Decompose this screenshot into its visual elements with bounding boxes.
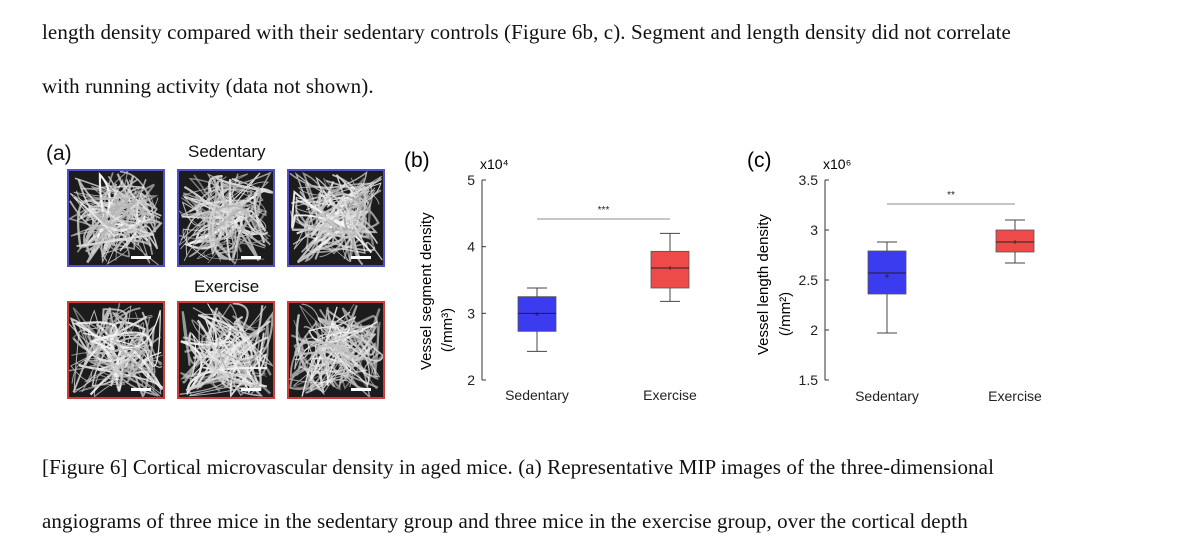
scale-bar xyxy=(131,388,151,391)
vessel-strand xyxy=(76,178,155,248)
significance-marker: *** xyxy=(598,205,610,216)
sedentary-title: Sedentary xyxy=(188,142,266,161)
vessel-strand xyxy=(72,321,153,350)
exercise-image-1 xyxy=(67,301,165,399)
scale-bar xyxy=(131,256,151,259)
vessel-texture xyxy=(179,303,273,397)
vessel-strand xyxy=(85,183,156,234)
vessel-strand xyxy=(196,186,262,250)
exercise-image-3 xyxy=(287,301,385,399)
vessel-texture xyxy=(69,303,163,397)
vessel-strand xyxy=(217,329,260,397)
vessel-strand xyxy=(225,206,269,261)
vessel-strand xyxy=(330,339,377,390)
y-tick-label: 5 xyxy=(467,172,475,188)
caption-line-2: angiograms of three mice in the sedentar… xyxy=(42,509,968,533)
scale-bar xyxy=(351,256,371,259)
vessel-strand xyxy=(89,198,161,252)
vessel-strand xyxy=(185,319,257,392)
exercise-title: Exercise xyxy=(194,277,260,296)
sedentary-image-1 xyxy=(67,169,165,267)
vessel-strand xyxy=(70,220,141,262)
y-tick-label: 2.5 xyxy=(799,272,819,288)
vessel-strand xyxy=(179,307,273,395)
paragraph-line-2: with running activity (data not shown). xyxy=(42,74,374,98)
scale-bar xyxy=(351,388,371,391)
vessel-strand xyxy=(294,340,350,368)
y-tick-label: 2 xyxy=(467,372,475,388)
x-category-label: Exercise xyxy=(643,387,697,403)
yunit-b: (/mm³) xyxy=(439,308,456,352)
panel-c-label: (c) xyxy=(747,149,772,172)
vessel-strand xyxy=(291,192,367,239)
sedentary-image-3 xyxy=(287,169,385,267)
panel-a-label: (a) xyxy=(46,142,72,165)
x-category-label: Sedentary xyxy=(855,388,919,404)
vessel-strand xyxy=(315,176,383,261)
vessel-strand xyxy=(117,325,156,392)
paragraph-line-1: length density compared with their seden… xyxy=(42,20,1011,44)
x-category-label: Exercise xyxy=(988,388,1042,404)
multiplier-b: x10⁴ xyxy=(480,156,509,172)
vessel-texture xyxy=(69,171,163,265)
vessel-strand xyxy=(204,186,245,264)
yunit-c: (/mm²) xyxy=(777,292,794,336)
vessel-strand xyxy=(208,174,273,244)
y-tick-label: 2 xyxy=(810,322,818,338)
exercise-image-2 xyxy=(177,301,275,399)
vessel-strand xyxy=(294,331,363,375)
ylabel-b: Vessel segment density xyxy=(418,212,435,370)
y-tick-label: 3 xyxy=(467,305,475,321)
sedentary-image-2 xyxy=(177,169,275,267)
vessel-strand xyxy=(82,321,156,374)
ylabel-c: Vessel length density xyxy=(755,214,772,355)
caption-line-1: [Figure 6] Cortical microvascular densit… xyxy=(42,455,994,479)
vessel-strand xyxy=(73,196,137,252)
y-tick-label: 4 xyxy=(467,239,475,255)
panel-b-label: (b) xyxy=(404,149,430,172)
segment-density-chart: (b) x10⁴ Vessel segment density (/mm³) 2… xyxy=(404,149,697,403)
scale-bar xyxy=(241,388,261,391)
y-tick-label: 1.5 xyxy=(799,372,819,388)
vessel-texture xyxy=(179,171,273,265)
vessel-strand xyxy=(202,337,252,394)
y-tick-label: 3.5 xyxy=(799,172,819,188)
significance-marker: ** xyxy=(947,190,955,201)
scale-bar xyxy=(241,256,261,259)
y-tick-label: 3 xyxy=(810,222,818,238)
vessel-texture xyxy=(289,171,383,265)
vessel-strand xyxy=(78,190,145,243)
vessel-strand xyxy=(188,180,232,260)
vessel-strand xyxy=(308,306,378,382)
vessel-strand xyxy=(188,303,240,396)
multiplier-c: x10⁶ xyxy=(823,156,851,172)
vessel-texture xyxy=(289,303,383,397)
vessel-strand xyxy=(114,314,153,379)
vessel-strand xyxy=(110,310,162,397)
vessel-strand xyxy=(76,320,102,393)
x-category-label: Sedentary xyxy=(505,387,569,403)
length-density-chart: (c) x10⁶ Vessel length density (/mm²) 1.… xyxy=(747,149,1042,404)
